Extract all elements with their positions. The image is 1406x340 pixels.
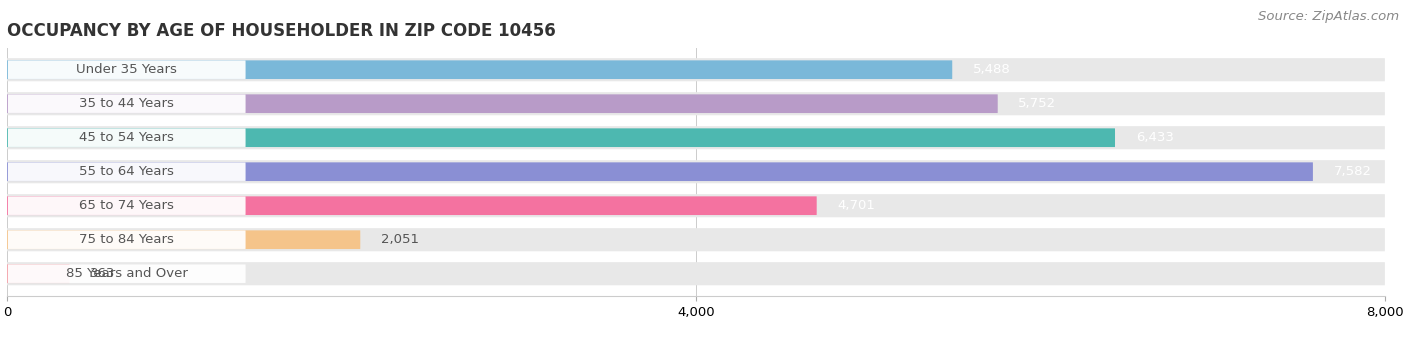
FancyBboxPatch shape (8, 231, 246, 249)
FancyBboxPatch shape (8, 163, 246, 181)
Text: 75 to 84 Years: 75 to 84 Years (79, 233, 174, 246)
FancyBboxPatch shape (7, 163, 1313, 181)
Text: 4,701: 4,701 (838, 199, 876, 212)
Text: 5,752: 5,752 (1018, 97, 1056, 110)
FancyBboxPatch shape (7, 265, 69, 283)
FancyBboxPatch shape (8, 129, 246, 147)
FancyBboxPatch shape (8, 61, 246, 79)
Text: 2,051: 2,051 (381, 233, 419, 246)
Text: 45 to 54 Years: 45 to 54 Years (79, 131, 174, 144)
Text: 5,488: 5,488 (973, 63, 1011, 76)
FancyBboxPatch shape (7, 228, 1385, 251)
Text: 7,582: 7,582 (1333, 165, 1372, 178)
Text: 363: 363 (90, 267, 115, 280)
Text: 55 to 64 Years: 55 to 64 Years (79, 165, 174, 178)
Text: Source: ZipAtlas.com: Source: ZipAtlas.com (1258, 10, 1399, 23)
FancyBboxPatch shape (7, 126, 1385, 149)
FancyBboxPatch shape (7, 194, 1385, 217)
FancyBboxPatch shape (7, 197, 817, 215)
FancyBboxPatch shape (8, 95, 246, 113)
FancyBboxPatch shape (8, 197, 246, 215)
FancyBboxPatch shape (7, 160, 1385, 183)
FancyBboxPatch shape (7, 92, 1385, 115)
FancyBboxPatch shape (8, 265, 246, 283)
FancyBboxPatch shape (7, 231, 360, 249)
Text: 35 to 44 Years: 35 to 44 Years (79, 97, 174, 110)
FancyBboxPatch shape (7, 262, 1385, 285)
Text: 65 to 74 Years: 65 to 74 Years (79, 199, 174, 212)
Text: OCCUPANCY BY AGE OF HOUSEHOLDER IN ZIP CODE 10456: OCCUPANCY BY AGE OF HOUSEHOLDER IN ZIP C… (7, 22, 555, 40)
FancyBboxPatch shape (7, 128, 1115, 147)
Text: 85 Years and Over: 85 Years and Over (66, 267, 187, 280)
FancyBboxPatch shape (7, 61, 952, 79)
Text: Under 35 Years: Under 35 Years (76, 63, 177, 76)
FancyBboxPatch shape (7, 58, 1385, 81)
FancyBboxPatch shape (7, 95, 998, 113)
Text: 6,433: 6,433 (1136, 131, 1174, 144)
